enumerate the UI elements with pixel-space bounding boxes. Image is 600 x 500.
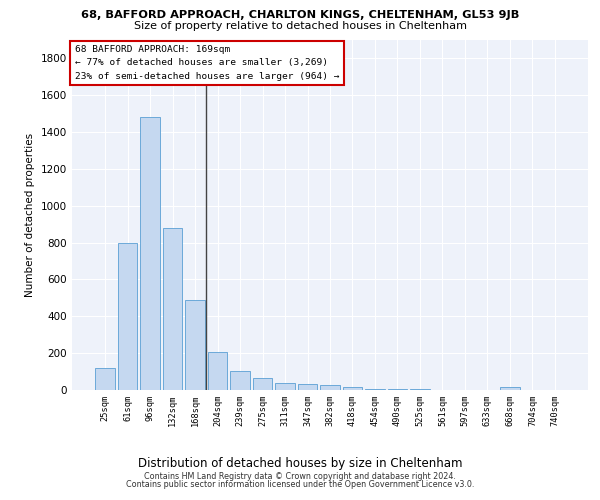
Bar <box>365 389 385 390</box>
Bar <box>275 382 295 390</box>
Text: 68, BAFFORD APPROACH, CHARLTON KINGS, CHELTENHAM, GL53 9JB: 68, BAFFORD APPROACH, CHARLTON KINGS, CH… <box>81 10 519 20</box>
Text: 68 BAFFORD APPROACH: 169sqm
← 77% of detached houses are smaller (3,269)
23% of : 68 BAFFORD APPROACH: 169sqm ← 77% of det… <box>74 46 339 80</box>
Text: Contains HM Land Registry data © Crown copyright and database right 2024.: Contains HM Land Registry data © Crown c… <box>144 472 456 481</box>
Bar <box>118 242 137 390</box>
Bar <box>298 384 317 390</box>
Bar <box>95 368 115 390</box>
Text: Size of property relative to detached houses in Cheltenham: Size of property relative to detached ho… <box>133 21 467 31</box>
Bar <box>208 352 227 390</box>
Bar <box>140 118 160 390</box>
Bar <box>500 387 520 390</box>
Bar <box>253 378 272 390</box>
Y-axis label: Number of detached properties: Number of detached properties <box>25 133 35 297</box>
Bar <box>388 389 407 390</box>
Bar <box>163 228 182 390</box>
Bar <box>185 300 205 390</box>
Bar <box>343 387 362 390</box>
Text: Contains public sector information licensed under the Open Government Licence v3: Contains public sector information licen… <box>126 480 474 489</box>
Text: Distribution of detached houses by size in Cheltenham: Distribution of detached houses by size … <box>138 457 462 470</box>
Bar <box>230 370 250 390</box>
Bar <box>320 386 340 390</box>
